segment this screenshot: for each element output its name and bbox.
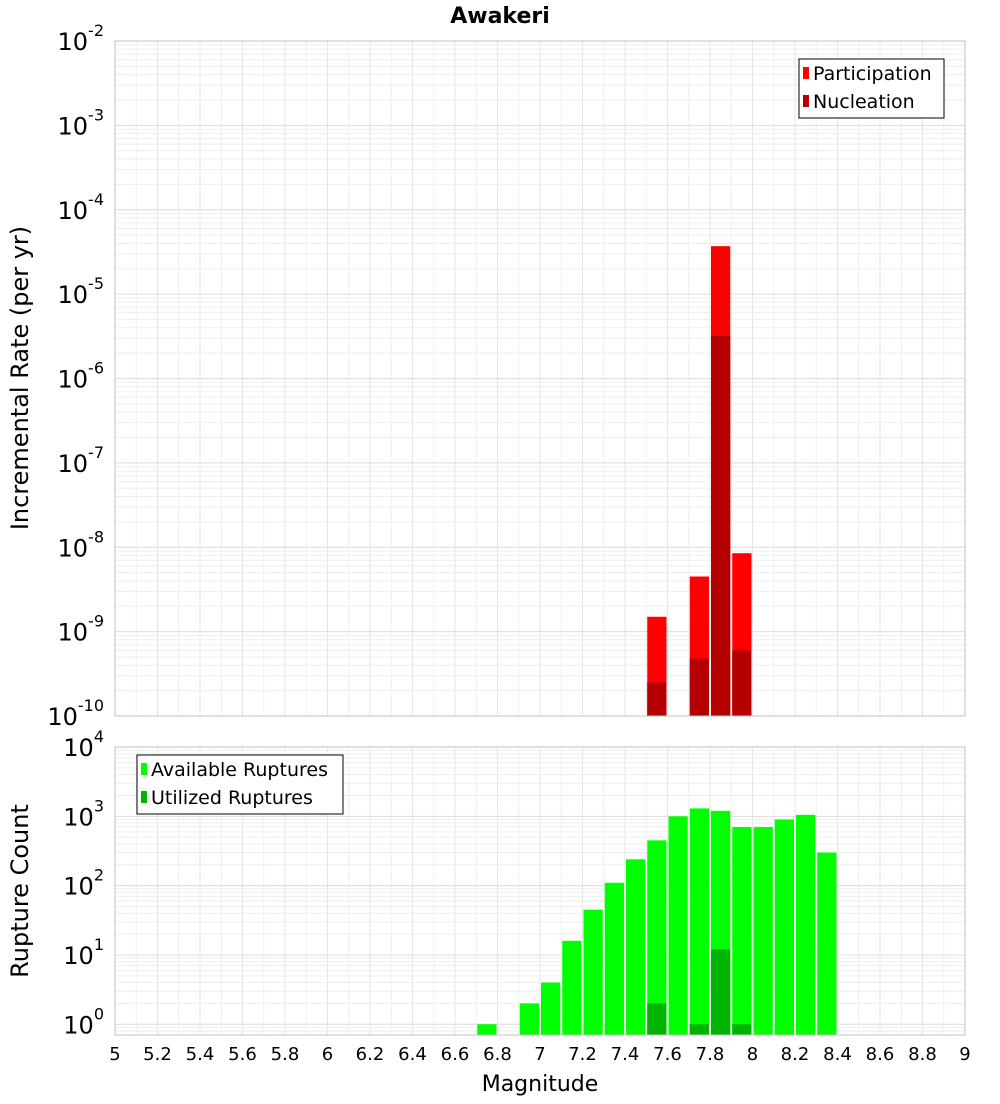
top-panel: 10-2 10-3 10-4 10-5 10-6 10-7 10-8 10-9 10-10 Inc… bbox=[6, 21, 966, 731]
bar bbox=[711, 335, 731, 716]
y-tick-label: 10-8 bbox=[58, 527, 105, 562]
legend-label: Participation bbox=[813, 63, 932, 85]
y-tick-label: 103 bbox=[63, 796, 104, 831]
bar bbox=[668, 816, 688, 1035]
y-tick-label: 10-4 bbox=[58, 190, 105, 225]
x-tick-label: 5.2 bbox=[143, 1044, 172, 1065]
legend: Available Ruptures Utilized Ruptures bbox=[136, 754, 344, 815]
legend-swatch bbox=[141, 763, 147, 775]
legend-swatch bbox=[803, 95, 809, 107]
bar bbox=[689, 658, 709, 716]
bar bbox=[647, 1003, 667, 1035]
legend-label: Utilized Ruptures bbox=[151, 787, 313, 809]
y-axis-label: Incremental Rate (per yr) bbox=[6, 226, 34, 530]
y-tick-label: 100 bbox=[63, 1004, 104, 1039]
bar bbox=[689, 1024, 709, 1035]
x-tick-label: 6.8 bbox=[483, 1044, 512, 1065]
bottom-panel: 104 103 102 101 100 Rupture Count 5 5.2 5.4 5.6 5.… bbox=[6, 727, 971, 1097]
bar bbox=[732, 650, 752, 716]
x-tick-label: 8.8 bbox=[908, 1044, 937, 1065]
y-axis-label: Rupture Count bbox=[6, 804, 34, 978]
bar bbox=[519, 1003, 539, 1035]
x-tick-label: 8.4 bbox=[823, 1044, 852, 1065]
bar bbox=[604, 882, 624, 1035]
bar bbox=[774, 819, 794, 1035]
legend-swatch bbox=[803, 67, 809, 79]
y-tick-label: 104 bbox=[63, 727, 104, 762]
x-tick-label: 8 bbox=[747, 1044, 758, 1065]
y-tick-label: 102 bbox=[63, 866, 104, 901]
legend-box bbox=[798, 58, 945, 119]
x-tick-label: 7.8 bbox=[696, 1044, 725, 1065]
y-tick-label: 10-3 bbox=[58, 105, 105, 140]
y-tick-label: 10-7 bbox=[58, 443, 105, 478]
x-tick-label: 7.2 bbox=[568, 1044, 597, 1065]
plot-border bbox=[114, 40, 966, 717]
x-tick-label: 5.4 bbox=[186, 1044, 215, 1065]
y-tick-label: 101 bbox=[63, 935, 104, 970]
x-tick-label: 9 bbox=[959, 1044, 970, 1065]
x-tick-label: 7.6 bbox=[653, 1044, 682, 1065]
x-axis-label: Magnitude bbox=[482, 1072, 599, 1097]
y-tick-label: 10-10 bbox=[47, 696, 104, 731]
bar bbox=[796, 814, 816, 1035]
chart-title: Awakeri bbox=[450, 4, 550, 29]
series-nucleation bbox=[647, 335, 752, 716]
bar bbox=[732, 1024, 752, 1035]
y-tick-label: 10-5 bbox=[58, 274, 105, 309]
plot-border bbox=[114, 746, 966, 1036]
x-tick-label: 6.6 bbox=[441, 1044, 470, 1065]
x-tick-label: 6.2 bbox=[356, 1044, 385, 1065]
y-tick-label: 10-2 bbox=[58, 21, 105, 56]
bar bbox=[541, 982, 561, 1035]
bar bbox=[647, 840, 667, 1035]
bar bbox=[732, 827, 752, 1035]
y-tick-label: 10-9 bbox=[58, 612, 105, 647]
legend-label: Available Ruptures bbox=[151, 759, 328, 781]
x-tick-label: 6.4 bbox=[398, 1044, 427, 1065]
legend-box bbox=[136, 754, 344, 815]
bar bbox=[753, 827, 773, 1035]
bar bbox=[562, 940, 582, 1035]
legend: Participation Nucleation bbox=[798, 58, 945, 119]
x-tick-label: 5.8 bbox=[271, 1044, 300, 1065]
legend-swatch bbox=[141, 791, 147, 803]
bar bbox=[711, 949, 731, 1035]
bar bbox=[583, 909, 603, 1035]
x-tick-label: 7 bbox=[534, 1044, 545, 1065]
y-tick-label: 10-6 bbox=[58, 359, 105, 394]
series-available-ruptures bbox=[477, 808, 837, 1035]
grid bbox=[114, 40, 966, 717]
bar bbox=[817, 852, 837, 1035]
x-tick-label: 8.6 bbox=[866, 1044, 895, 1065]
x-tick-label: 8.2 bbox=[781, 1044, 810, 1065]
x-tick-label: 6 bbox=[322, 1044, 333, 1065]
bar bbox=[477, 1024, 497, 1035]
series-utilized-ruptures bbox=[647, 949, 752, 1035]
bar bbox=[647, 682, 667, 716]
x-tick-label: 5.6 bbox=[228, 1044, 257, 1065]
bar bbox=[626, 859, 646, 1035]
x-tick-label: 7.4 bbox=[611, 1044, 640, 1065]
bar bbox=[689, 808, 709, 1035]
x-tick-label: 5 bbox=[109, 1044, 120, 1065]
legend-label: Nucleation bbox=[813, 91, 915, 113]
